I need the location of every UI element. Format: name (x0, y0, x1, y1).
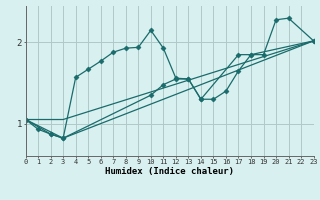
X-axis label: Humidex (Indice chaleur): Humidex (Indice chaleur) (105, 167, 234, 176)
